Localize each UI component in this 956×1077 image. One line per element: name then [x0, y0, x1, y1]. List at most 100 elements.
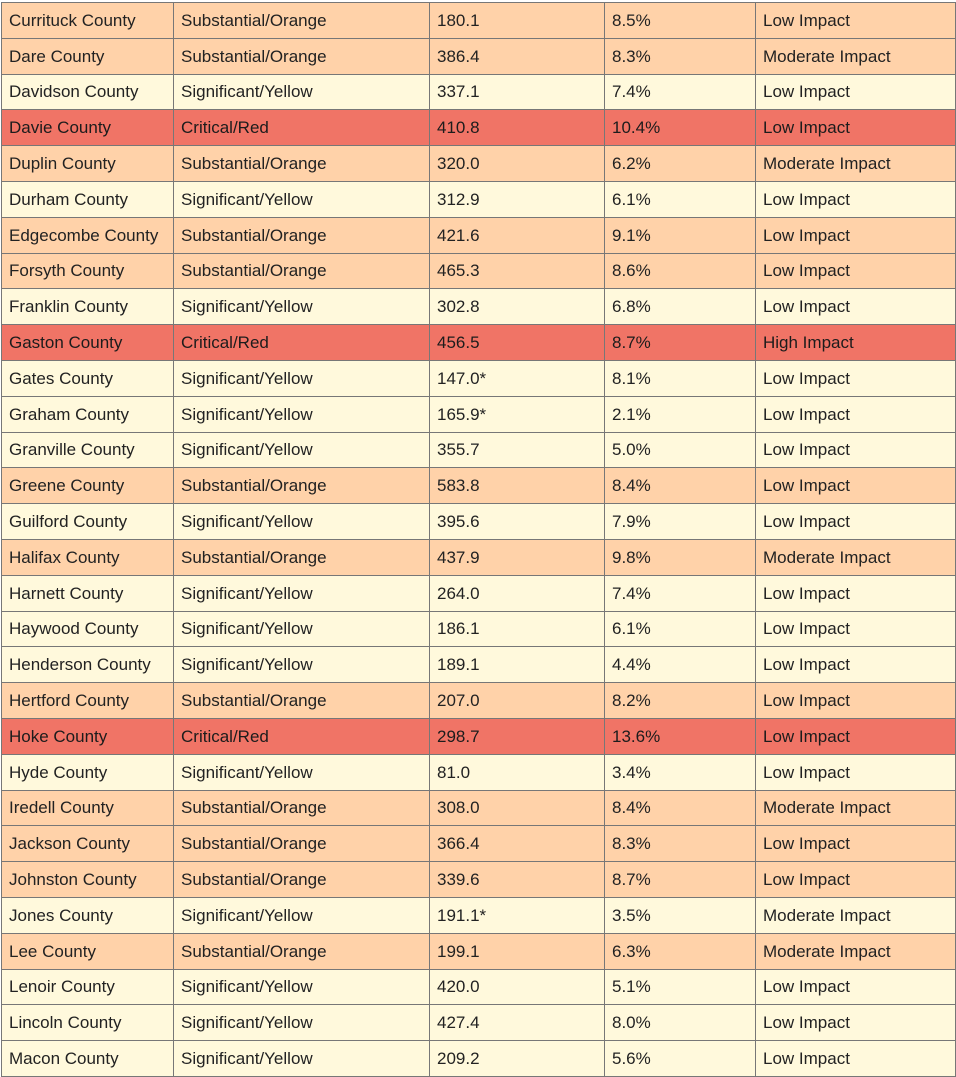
table-row: Davie County Critical/Red 410.8 10.4% Low Im… — [1, 109, 956, 147]
county-name-cell: Lincoln County — [1, 1004, 174, 1042]
impact-level-cell: Moderate Impact — [755, 538, 956, 576]
table-row: Davidson County Significant/Yellow 337.1 7.… — [1, 73, 956, 111]
community-level-cell: Substantial/Orange — [173, 467, 430, 505]
percent-change-cell: 8.1% — [604, 359, 756, 397]
percent-change-cell: 6.3% — [604, 932, 756, 970]
impact-level-cell: Moderate Impact — [755, 789, 956, 827]
case-rate-cell: 420.0 — [429, 968, 605, 1006]
county-name-cell: Hertford County — [1, 682, 174, 719]
percent-change-cell: 8.3% — [604, 825, 756, 863]
impact-level-cell: Low Impact — [755, 861, 956, 898]
impact-level-cell: Low Impact — [755, 610, 956, 648]
community-level-cell: Critical/Red — [173, 109, 430, 147]
impact-level-cell: Low Impact — [755, 1040, 956, 1077]
percent-change-cell: 9.8% — [604, 538, 756, 576]
impact-level-cell: Low Impact — [755, 503, 956, 540]
county-name-cell: Hoke County — [1, 717, 174, 755]
case-rate-cell: 339.6 — [429, 861, 605, 898]
community-level-cell: Significant/Yellow — [173, 968, 430, 1006]
percent-change-cell: 9.1% — [604, 216, 756, 254]
community-level-cell: Significant/Yellow — [173, 431, 430, 469]
case-rate-cell: 465.3 — [429, 252, 605, 290]
percent-change-cell: 8.0% — [604, 1004, 756, 1042]
county-name-cell: Gates County — [1, 359, 174, 397]
percent-change-cell: 6.1% — [604, 180, 756, 218]
table-row: Macon County Significant/Yellow 209.2 5.6% L… — [1, 1040, 956, 1077]
county-name-cell: Gaston County — [1, 324, 174, 361]
percent-change-cell: 8.7% — [604, 324, 756, 361]
community-level-cell: Significant/Yellow — [173, 180, 430, 218]
case-rate-cell: 165.9* — [429, 395, 605, 433]
case-rate-cell: 207.0 — [429, 682, 605, 719]
impact-level-cell: Low Impact — [755, 431, 956, 469]
county-name-cell: Lee County — [1, 932, 174, 970]
case-rate-cell: 355.7 — [429, 431, 605, 469]
case-rate-cell: 427.4 — [429, 1004, 605, 1042]
percent-change-cell: 8.4% — [604, 467, 756, 505]
table-row: Haywood County Significant/Yellow 186.1 6.1… — [1, 610, 956, 648]
case-rate-cell: 410.8 — [429, 109, 605, 147]
community-level-cell: Significant/Yellow — [173, 73, 430, 111]
table-row: Edgecombe County Substantial/Orange 421.6 9… — [1, 216, 956, 254]
case-rate-cell: 191.1* — [429, 896, 605, 934]
table-row: Gates County Significant/Yellow 147.0* 8.1%… — [1, 359, 956, 397]
case-rate-cell: 302.8 — [429, 288, 605, 326]
table-row: Durham County Significant/Yellow 312.9 6.1%… — [1, 180, 956, 218]
community-level-cell: Significant/Yellow — [173, 896, 430, 934]
case-rate-cell: 189.1 — [429, 646, 605, 684]
community-level-cell: Significant/Yellow — [173, 1040, 430, 1077]
case-rate-cell: 312.9 — [429, 180, 605, 218]
case-rate-cell: 264.0 — [429, 574, 605, 612]
percent-change-cell: 3.5% — [604, 896, 756, 934]
county-name-cell: Guilford County — [1, 503, 174, 540]
table-row: Forsyth County Substantial/Orange 465.3 8.6… — [1, 252, 956, 290]
impact-level-cell: Low Impact — [755, 574, 956, 612]
impact-level-cell: Moderate Impact — [755, 37, 956, 75]
community-level-cell: Substantial/Orange — [173, 145, 430, 182]
case-rate-cell: 386.4 — [429, 37, 605, 75]
impact-level-cell: Low Impact — [755, 646, 956, 684]
case-rate-cell: 209.2 — [429, 1040, 605, 1077]
case-rate-cell: 147.0* — [429, 359, 605, 397]
case-rate-cell: 583.8 — [429, 467, 605, 505]
table-row: Jackson County Substantial/Orange 366.4 8.3… — [1, 825, 956, 863]
percent-change-cell: 2.1% — [604, 395, 756, 433]
table-row: Harnett County Significant/Yellow 264.0 7.4… — [1, 574, 956, 612]
county-name-cell: Macon County — [1, 1040, 174, 1077]
impact-level-cell: Low Impact — [755, 2, 956, 39]
county-name-cell: Durham County — [1, 180, 174, 218]
county-name-cell: Lenoir County — [1, 968, 174, 1006]
percent-change-cell: 13.6% — [604, 717, 756, 755]
community-level-cell: Significant/Yellow — [173, 503, 430, 540]
impact-level-cell: Low Impact — [755, 359, 956, 397]
county-name-cell: Jackson County — [1, 825, 174, 863]
percent-change-cell: 3.4% — [604, 753, 756, 791]
case-rate-cell: 395.6 — [429, 503, 605, 540]
impact-level-cell: Low Impact — [755, 288, 956, 326]
percent-change-cell: 6.1% — [604, 610, 756, 648]
county-name-cell: Iredell County — [1, 789, 174, 827]
table-row: Granville County Significant/Yellow 355.7 5… — [1, 431, 956, 469]
community-level-cell: Substantial/Orange — [173, 252, 430, 290]
percent-change-cell: 5.0% — [604, 431, 756, 469]
impact-level-cell: Moderate Impact — [755, 896, 956, 934]
percent-change-cell: 4.4% — [604, 646, 756, 684]
impact-level-cell: Low Impact — [755, 395, 956, 433]
case-rate-cell: 366.4 — [429, 825, 605, 863]
community-level-cell: Substantial/Orange — [173, 538, 430, 576]
case-rate-cell: 437.9 — [429, 538, 605, 576]
county-name-cell: Jones County — [1, 896, 174, 934]
case-rate-cell: 421.6 — [429, 216, 605, 254]
percent-change-cell: 7.4% — [604, 574, 756, 612]
table-row: Currituck County Substantial/Orange 180.1 8… — [1, 2, 956, 39]
percent-change-cell: 8.3% — [604, 37, 756, 75]
county-name-cell: Duplin County — [1, 145, 174, 182]
impact-level-cell: Low Impact — [755, 109, 956, 147]
community-level-cell: Significant/Yellow — [173, 610, 430, 648]
percent-change-cell: 8.5% — [604, 2, 756, 39]
table-row: Hertford County Substantial/Orange 207.0 8.… — [1, 682, 956, 719]
community-level-cell: Significant/Yellow — [173, 574, 430, 612]
table-row: Dare County Substantial/Orange 386.4 8.3% Mo… — [1, 37, 956, 75]
percent-change-cell: 10.4% — [604, 109, 756, 147]
